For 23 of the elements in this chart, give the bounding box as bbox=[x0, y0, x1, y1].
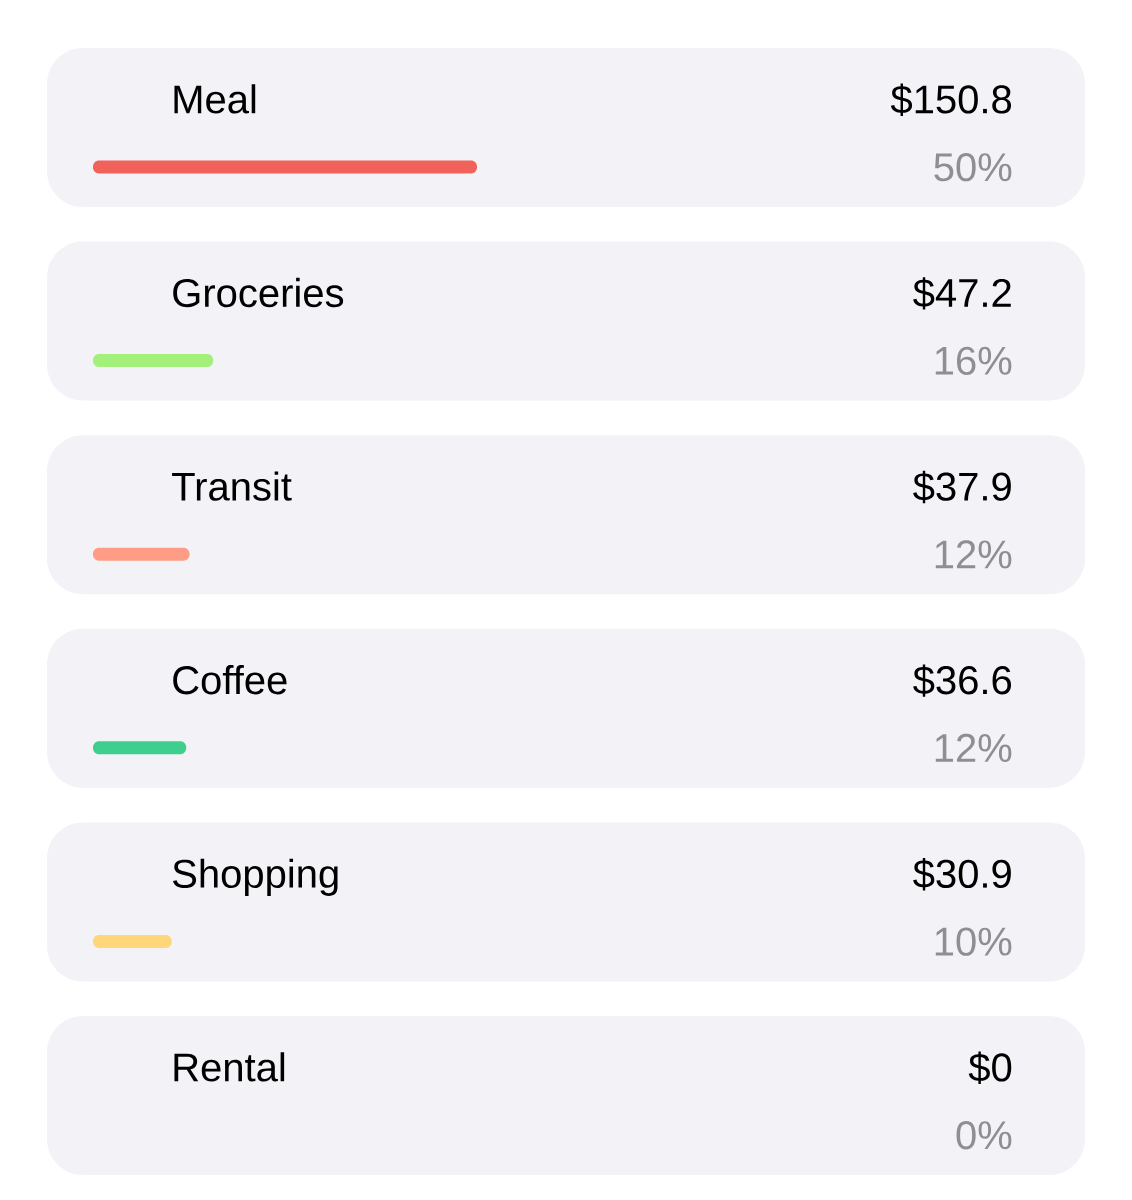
y-tick-label: Groceries bbox=[173, 277, 344, 308]
y-tick-label: Transit bbox=[172, 471, 292, 501]
y-tick-label: Shopping bbox=[173, 858, 338, 896]
bar bbox=[93, 547, 190, 561]
text: 16% bbox=[935, 346, 1012, 375]
text: 12% bbox=[935, 733, 1012, 763]
bar bbox=[93, 354, 214, 368]
data-label: $150.8 bbox=[890, 83, 1012, 116]
bar bbox=[93, 160, 477, 174]
text: 12% bbox=[935, 540, 1012, 569]
text: 50% bbox=[934, 153, 1012, 182]
data-label: $0 bbox=[968, 1051, 1012, 1084]
bar bbox=[93, 741, 187, 755]
data-label: $30.9 bbox=[913, 858, 1011, 891]
y-tick-label: Coffee bbox=[173, 665, 287, 695]
y-tick-label: Meal bbox=[174, 84, 256, 114]
data-label: $37.9 bbox=[913, 470, 1011, 504]
data-label: $36.6 bbox=[913, 664, 1012, 697]
bar bbox=[93, 934, 172, 948]
data-label: $47.2 bbox=[913, 277, 1011, 310]
text: 10% bbox=[935, 927, 1012, 956]
text: 0% bbox=[956, 1121, 1012, 1150]
y-tick-label: Rental bbox=[174, 1052, 285, 1082]
